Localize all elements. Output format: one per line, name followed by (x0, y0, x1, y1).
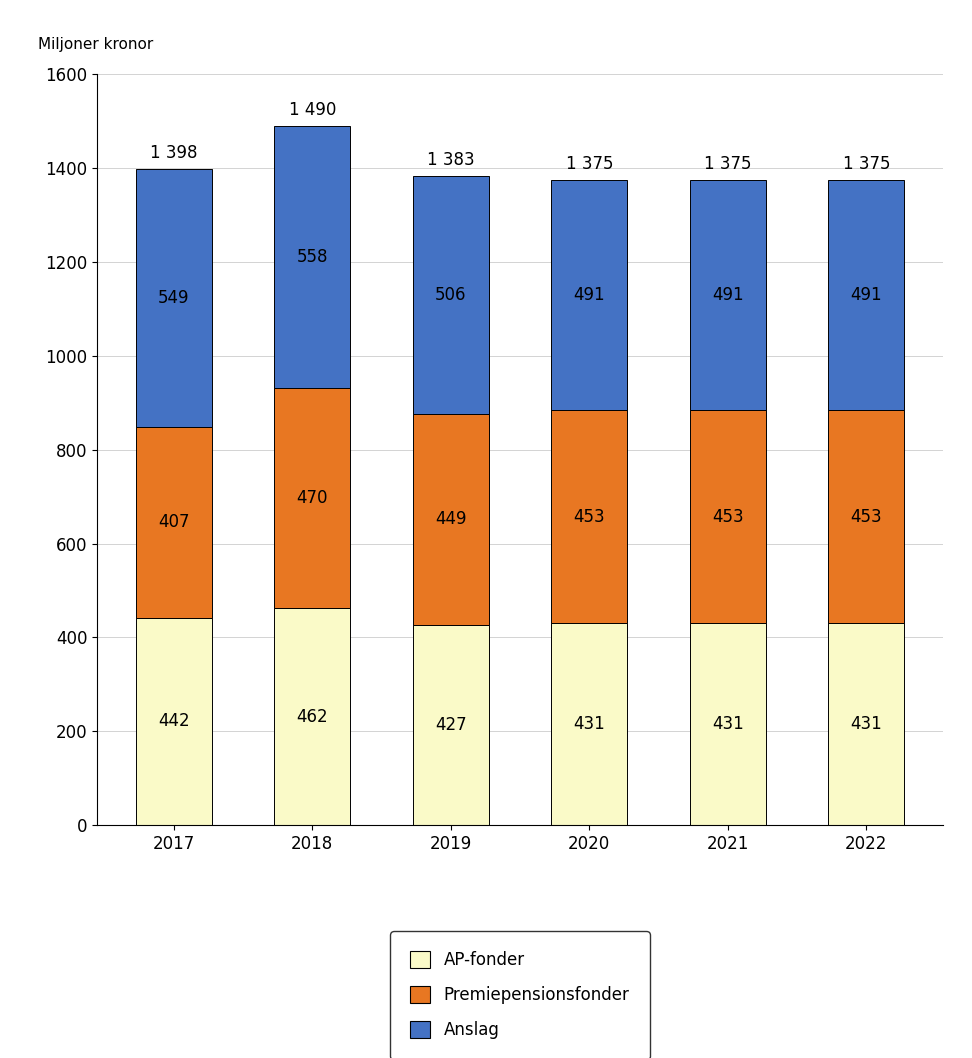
Text: 549: 549 (158, 289, 190, 307)
Text: 431: 431 (712, 715, 744, 733)
Text: 453: 453 (712, 508, 744, 526)
Text: 442: 442 (157, 712, 190, 730)
Bar (413, 625, 489, 825)
Bar (828, 411, 904, 623)
Text: 407: 407 (158, 513, 190, 531)
Text: 431: 431 (850, 715, 883, 733)
Bar (690, 411, 766, 623)
Bar (690, 623, 766, 825)
Text: 427: 427 (434, 716, 467, 734)
Text: 1 383: 1 383 (427, 151, 474, 169)
Text: 453: 453 (573, 508, 606, 526)
Text: 1 490: 1 490 (289, 101, 336, 118)
Text: 558: 558 (296, 248, 328, 266)
Text: 1 375: 1 375 (843, 154, 890, 172)
Bar (136, 426, 212, 618)
Text: 470: 470 (296, 489, 328, 507)
Bar (274, 126, 350, 387)
Text: 491: 491 (573, 286, 606, 304)
Text: 462: 462 (296, 708, 329, 726)
Text: 449: 449 (435, 510, 467, 528)
Bar (136, 618, 212, 825)
Text: 506: 506 (435, 286, 467, 305)
Bar (828, 180, 904, 411)
Bar (690, 180, 766, 411)
Text: 431: 431 (573, 715, 606, 733)
Bar (413, 177, 489, 414)
Bar (551, 180, 627, 411)
Text: 453: 453 (850, 508, 883, 526)
Text: 1 398: 1 398 (150, 144, 197, 162)
Legend: AP-fonder, Premiepensionsfonder, Anslag: AP-fonder, Premiepensionsfonder, Anslag (391, 931, 649, 1058)
Bar (551, 623, 627, 825)
Bar (274, 387, 350, 608)
Text: 491: 491 (850, 286, 883, 304)
Bar (136, 169, 212, 426)
Bar (413, 414, 489, 625)
Text: Miljoner kronor: Miljoner kronor (38, 37, 154, 52)
Text: 1 375: 1 375 (566, 154, 613, 172)
Bar (551, 411, 627, 623)
Bar (828, 623, 904, 825)
Text: 1 375: 1 375 (704, 154, 751, 172)
Bar (274, 608, 350, 825)
Text: 491: 491 (712, 286, 744, 304)
